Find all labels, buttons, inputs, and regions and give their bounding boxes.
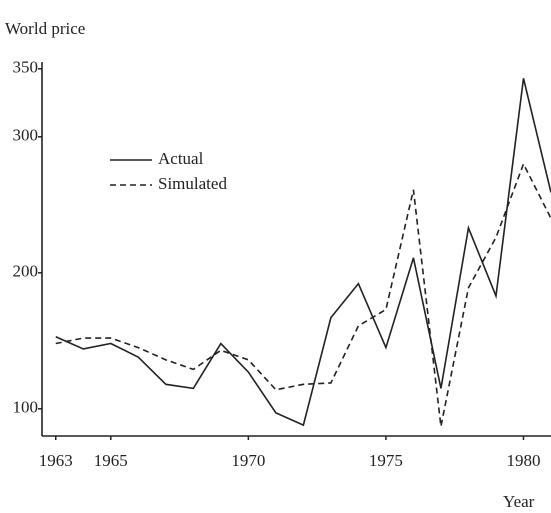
x-tick-label: 1965 bbox=[94, 451, 128, 470]
legend-label: Simulated bbox=[158, 174, 227, 193]
y-tick-label: 350 bbox=[13, 58, 39, 77]
series-line bbox=[55, 162, 551, 427]
x-tick-label: 1970 bbox=[231, 451, 265, 470]
y-axis-label: World price bbox=[5, 19, 85, 38]
y-tick-label: 300 bbox=[13, 126, 39, 145]
x-tick-label: 1980 bbox=[506, 451, 540, 470]
x-tick-label: 1963 bbox=[39, 451, 73, 470]
y-tick-label: 200 bbox=[13, 262, 39, 281]
x-axis-label: Year bbox=[503, 492, 535, 511]
series-line bbox=[55, 78, 551, 427]
legend-label: Actual bbox=[158, 149, 204, 168]
x-tick-label: 1975 bbox=[369, 451, 403, 470]
y-tick-label: 100 bbox=[13, 398, 39, 417]
